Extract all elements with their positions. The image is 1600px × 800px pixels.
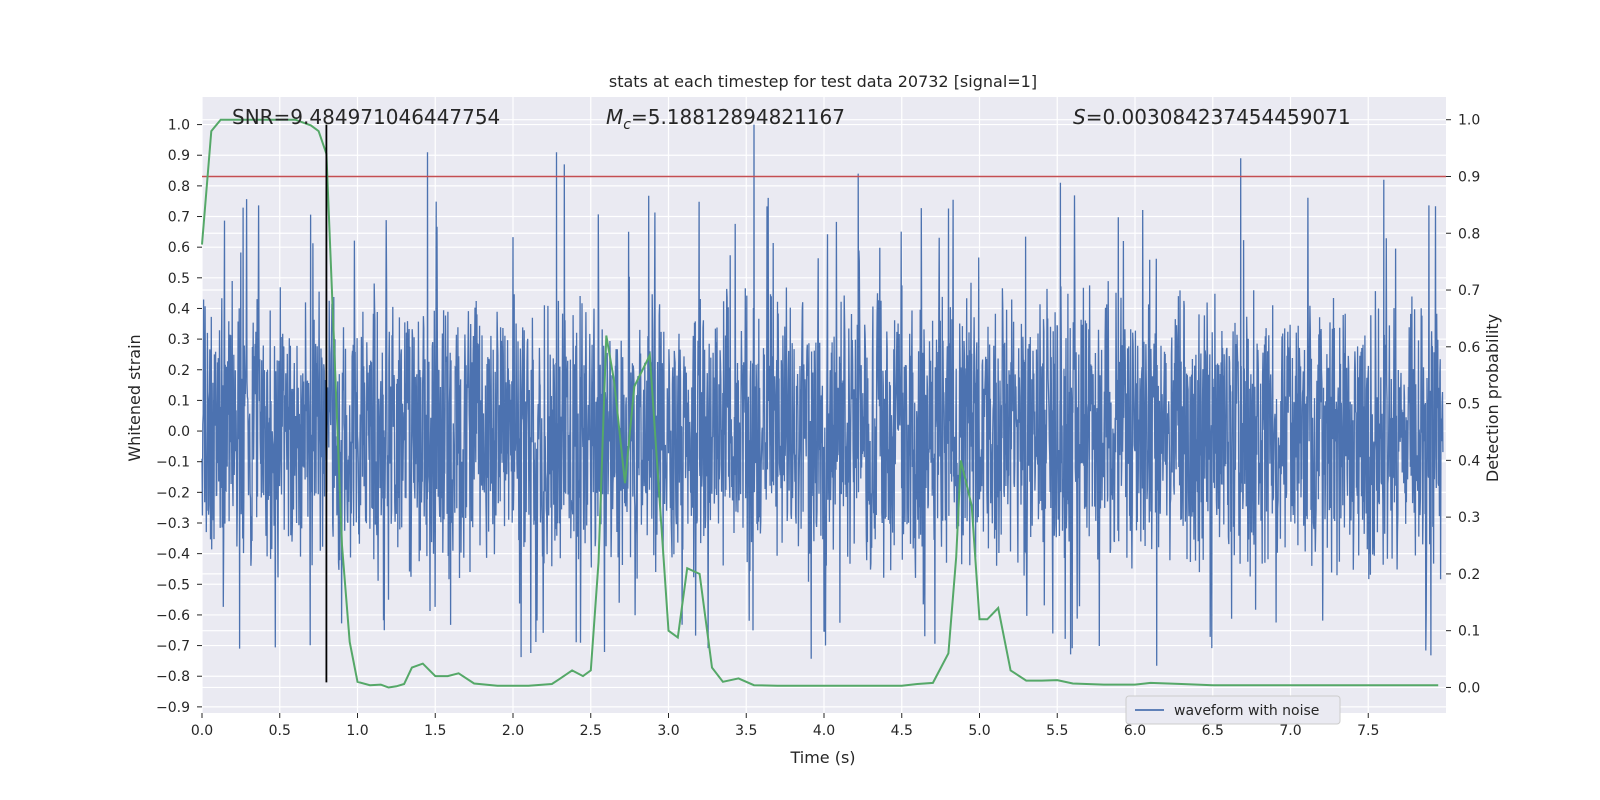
chart-title: stats at each timestep for test data 207… xyxy=(609,72,1037,91)
y-tick-label: 0.2 xyxy=(168,363,190,379)
y-tick-label: 0.8 xyxy=(168,179,190,195)
y2-tick-label: 1.0 xyxy=(1458,113,1480,129)
chirp-mass-subscript: c xyxy=(623,117,631,133)
y-tick-label: 1.0 xyxy=(168,118,190,134)
x-tick-label: 1.0 xyxy=(346,723,368,739)
y2-axis-ticks: 1.0 0.9 0.8 0.7 0.6 0.5 0.4 0.3 0.2 0.1 0.0 xyxy=(1446,113,1480,696)
y-tick-label: 0.0 xyxy=(168,424,190,440)
s-value: =0.003084237454459071 xyxy=(1086,105,1351,129)
s-annotation: S=0.003084237454459071 xyxy=(1073,105,1351,129)
x-axis-ticks: 0.0 0.5 1.0 1.5 2.0 2.5 3.0 3.5 4.0 4.5 5.0 5.5 6.0 6… xyxy=(191,713,1379,739)
y-tick-label: −0.9 xyxy=(156,700,190,716)
x-tick-label: 0.5 xyxy=(269,723,291,739)
y-axis-label: Whitened strain xyxy=(125,334,144,461)
x-tick-label: 6.0 xyxy=(1124,723,1146,739)
y-tick-label: −0.3 xyxy=(156,516,190,532)
snr-annotation: SNR=9.484971046447754 xyxy=(232,105,500,129)
x-tick-label: 7.5 xyxy=(1357,723,1379,739)
y2-tick-label: 0.6 xyxy=(1458,340,1480,356)
chirp-mass-symbol: M xyxy=(606,105,623,129)
y2-tick-label: 0.4 xyxy=(1458,453,1480,469)
detection-probability-line xyxy=(201,118,1439,689)
y-tick-label: −0.5 xyxy=(156,577,190,593)
x-tick-label: 3.0 xyxy=(657,723,679,739)
y2-tick-label: 0.3 xyxy=(1458,510,1480,526)
y2-tick-label: 0.1 xyxy=(1458,624,1480,640)
y-tick-label: −0.2 xyxy=(156,485,190,501)
y-tick-label: 0.4 xyxy=(168,301,190,317)
x-tick-label: 7.0 xyxy=(1279,723,1301,739)
y-axis-ticks: 1.0 0.9 0.8 0.7 0.6 0.5 0.4 0.3 0.2 0.1 0.0 −0.1 −0.… xyxy=(156,118,202,716)
y-tick-label: −0.8 xyxy=(156,669,190,685)
y2-tick-label: 0.5 xyxy=(1458,397,1480,413)
y-tick-label: 0.5 xyxy=(168,271,190,287)
y-tick-label: 0.7 xyxy=(168,210,190,226)
x-tick-label: 2.5 xyxy=(580,723,602,739)
x-axis-label: Time (s) xyxy=(789,748,855,767)
x-tick-label: 5.5 xyxy=(1046,723,1068,739)
chirp-mass-value: =5.18812894821167 xyxy=(631,105,845,129)
legend-box xyxy=(1125,695,1341,725)
x-tick-label: 3.5 xyxy=(735,723,757,739)
y2-tick-label: 0.7 xyxy=(1458,283,1480,299)
legend: waveform with noise xyxy=(1125,695,1341,725)
y2-tick-label: 0.2 xyxy=(1458,567,1480,583)
x-tick-label: 2.0 xyxy=(502,723,524,739)
y-tick-label: 0.3 xyxy=(168,332,190,348)
y-tick-label: −0.6 xyxy=(156,608,190,624)
y2-tick-label: 0.8 xyxy=(1458,226,1480,242)
legend-label: waveform with noise xyxy=(1174,703,1319,719)
x-tick-label: 4.5 xyxy=(891,723,913,739)
y-tick-label: −0.7 xyxy=(156,639,190,655)
y-tick-label: 0.9 xyxy=(168,148,190,164)
waveform-series xyxy=(201,124,1444,666)
x-tick-label: 1.5 xyxy=(424,723,446,739)
x-tick-label: 0.0 xyxy=(191,723,213,739)
x-tick-label: 4.0 xyxy=(813,723,835,739)
y-tick-label: −0.4 xyxy=(156,547,190,563)
y2-axis-label: Detection probability xyxy=(1483,314,1502,482)
x-tick-label: 5.0 xyxy=(968,723,990,739)
chirp-mass-annotation: Mc=5.18812894821167 xyxy=(606,105,845,133)
y2-tick-label: 0.9 xyxy=(1458,169,1480,185)
y-tick-label: 0.1 xyxy=(168,393,190,409)
y2-tick-label: 0.0 xyxy=(1458,680,1480,696)
y-tick-label: −0.1 xyxy=(156,455,190,471)
waveform-trace xyxy=(201,124,1444,666)
x-tick-label: 6.5 xyxy=(1202,723,1224,739)
y-tick-label: 0.6 xyxy=(168,240,190,256)
s-symbol: S xyxy=(1073,105,1086,129)
